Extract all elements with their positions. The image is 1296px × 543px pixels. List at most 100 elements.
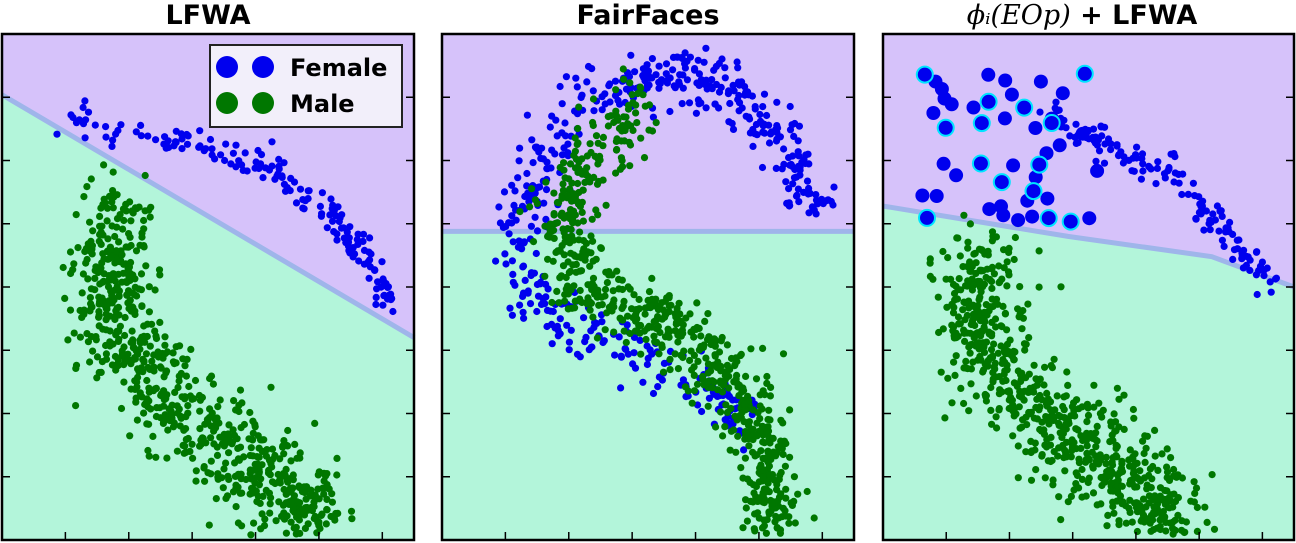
data-point-female bbox=[552, 116, 560, 124]
data-point-male bbox=[237, 424, 245, 432]
data-point-male bbox=[718, 333, 726, 342]
data-point-male bbox=[1120, 391, 1128, 399]
data-point-male bbox=[121, 313, 129, 322]
data-point-male bbox=[586, 140, 594, 148]
data-point-female bbox=[548, 340, 556, 348]
data-point-male bbox=[1193, 527, 1201, 536]
data-point-male bbox=[113, 304, 121, 312]
data-point-male bbox=[267, 494, 275, 502]
data-point-male bbox=[287, 518, 295, 526]
data-point-female-highlighted bbox=[992, 173, 1011, 192]
data-point-female bbox=[1092, 157, 1100, 165]
data-point-female bbox=[765, 139, 774, 147]
data-point-male bbox=[790, 497, 798, 505]
data-point-female bbox=[382, 280, 390, 288]
data-point-male bbox=[1169, 524, 1177, 532]
data-point-male bbox=[122, 243, 130, 251]
data-point-male bbox=[1141, 432, 1149, 440]
data-point-male bbox=[118, 278, 126, 286]
data-point-female bbox=[1139, 167, 1147, 175]
data-point-female bbox=[290, 178, 299, 186]
data-point-male bbox=[564, 191, 572, 199]
data-point-female bbox=[1160, 170, 1169, 178]
data-point-male bbox=[569, 207, 578, 215]
data-point-male bbox=[1174, 494, 1182, 502]
data-point-male bbox=[1190, 478, 1198, 486]
data-point-male bbox=[991, 315, 1000, 323]
data-point-male bbox=[134, 365, 142, 373]
data-point-male bbox=[323, 481, 331, 489]
data-point-female-large bbox=[1006, 158, 1021, 173]
data-point-male bbox=[148, 320, 156, 328]
data-point-female bbox=[379, 301, 387, 309]
data-point-female bbox=[521, 192, 529, 201]
data-point-female bbox=[573, 350, 582, 358]
data-point-male bbox=[659, 368, 668, 376]
data-point-female-large bbox=[936, 156, 951, 171]
data-point-female bbox=[767, 130, 775, 138]
data-point-male bbox=[771, 518, 779, 526]
data-point-male bbox=[974, 307, 982, 315]
data-point-male bbox=[737, 464, 745, 472]
data-point-female bbox=[1097, 123, 1105, 131]
data-point-female bbox=[539, 295, 547, 303]
data-point-female bbox=[500, 188, 509, 196]
data-point-male bbox=[125, 304, 133, 313]
data-point-male bbox=[176, 342, 184, 350]
data-point-female-large bbox=[1040, 191, 1055, 206]
data-point-female bbox=[1240, 246, 1248, 254]
data-point-male bbox=[64, 336, 72, 344]
data-point-male bbox=[970, 250, 978, 258]
data-point-male bbox=[276, 474, 284, 482]
data-point-female bbox=[81, 97, 89, 105]
data-point-male bbox=[1126, 508, 1134, 516]
data-point-female bbox=[543, 322, 551, 331]
data-point-female bbox=[1119, 159, 1127, 167]
data-point-male bbox=[93, 353, 102, 361]
data-point-male bbox=[86, 358, 94, 366]
data-point-male bbox=[86, 218, 94, 226]
data-point-female-highlighted bbox=[915, 65, 934, 84]
data-point-male bbox=[576, 228, 584, 236]
data-point-male bbox=[1154, 466, 1162, 474]
data-point-male bbox=[1084, 411, 1093, 419]
data-point-male bbox=[661, 297, 670, 305]
data-point-male bbox=[120, 216, 128, 225]
data-point-male bbox=[189, 454, 197, 462]
data-point-male bbox=[569, 219, 577, 227]
panel-title: ϕᵢ(EOp) + LFWA bbox=[967, 0, 1198, 31]
legend-female-label: Female bbox=[290, 54, 387, 82]
data-point-male bbox=[594, 160, 602, 168]
data-point-female bbox=[749, 142, 757, 150]
data-point-male bbox=[589, 95, 598, 103]
data-point-female bbox=[229, 149, 237, 157]
data-point-male bbox=[208, 412, 216, 420]
data-point-male bbox=[126, 198, 134, 206]
data-point-male bbox=[170, 360, 178, 368]
data-point-male bbox=[767, 383, 775, 391]
data-point-male bbox=[779, 450, 787, 459]
data-point-male bbox=[952, 282, 960, 290]
data-point-male bbox=[1010, 405, 1019, 413]
data-point-male bbox=[334, 509, 342, 517]
data-point-female bbox=[577, 93, 585, 102]
data-point-male bbox=[1068, 443, 1076, 451]
data-point-male bbox=[741, 454, 750, 462]
data-point-male bbox=[1158, 450, 1166, 458]
data-point-male bbox=[1084, 404, 1092, 412]
data-point-male bbox=[574, 200, 583, 208]
data-point-male bbox=[664, 325, 672, 333]
data-point-male bbox=[559, 186, 568, 194]
data-point-male bbox=[993, 424, 1001, 432]
data-point-female bbox=[745, 91, 753, 99]
data-point-male bbox=[253, 460, 261, 468]
data-point-female bbox=[751, 103, 759, 111]
data-point-male bbox=[1107, 479, 1115, 487]
data-point-male bbox=[654, 313, 662, 321]
data-point-male bbox=[628, 91, 636, 99]
data-point-male bbox=[111, 277, 119, 285]
data-point-female bbox=[529, 159, 537, 167]
data-point-male bbox=[810, 514, 818, 522]
data-point-male bbox=[966, 349, 974, 357]
data-point-male bbox=[1030, 414, 1038, 422]
